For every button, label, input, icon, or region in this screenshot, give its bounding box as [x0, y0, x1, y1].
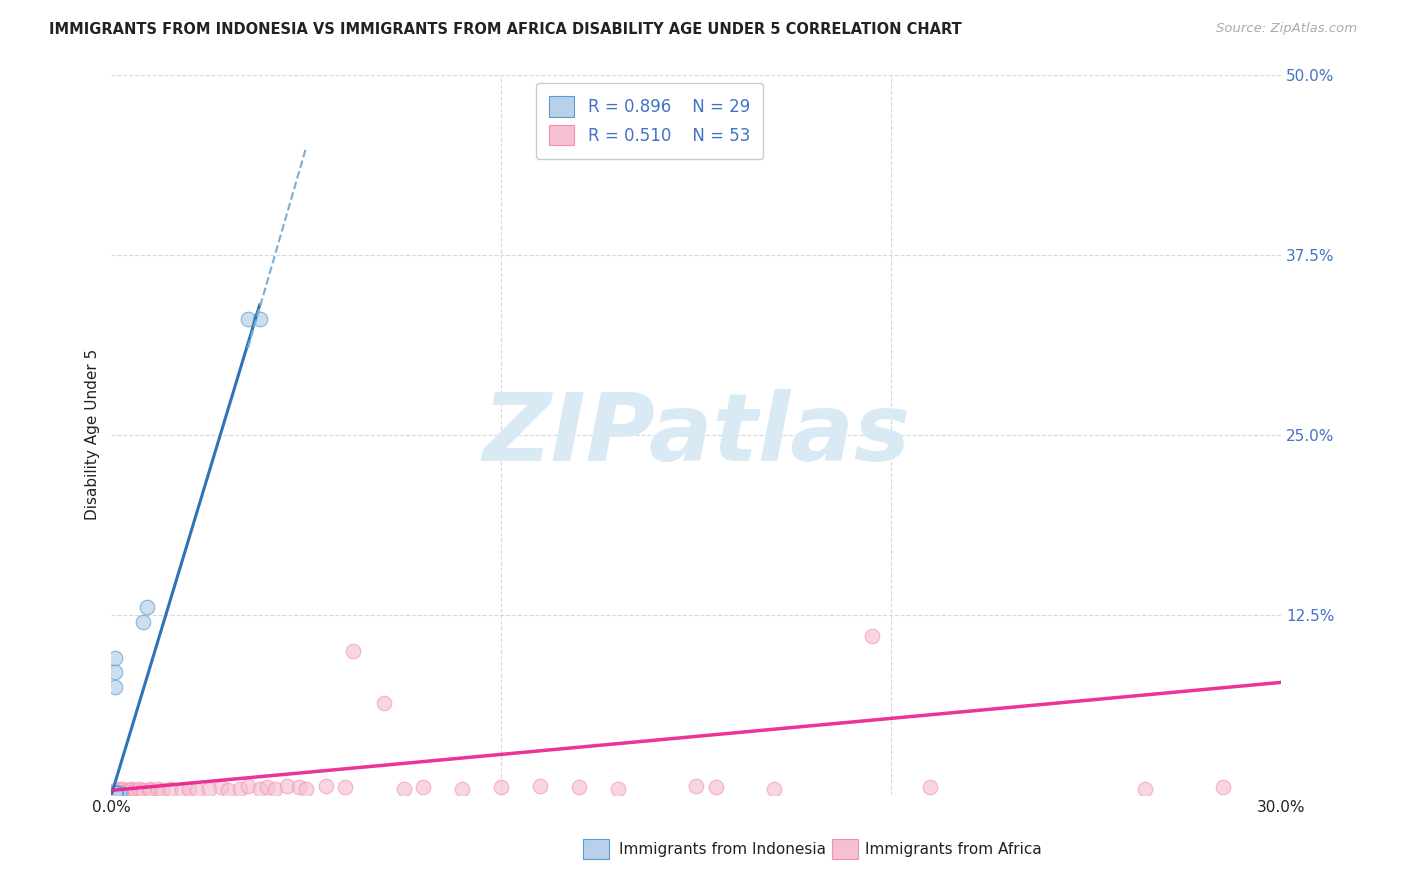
Legend: R = 0.896    N = 29, R = 0.510    N = 53: R = 0.896 N = 29, R = 0.510 N = 53 [536, 83, 763, 159]
Point [159, 781, 181, 796]
Point [148, 781, 170, 796]
Point [131, 785, 153, 799]
Point [104, 786, 127, 800]
Point [139, 781, 162, 796]
Text: Immigrants from Africa: Immigrants from Africa [865, 842, 1042, 856]
Point [392, 781, 415, 796]
Point [256, 780, 278, 795]
Point [112, 785, 135, 799]
Y-axis label: Disability Age Under 5: Disability Age Under 5 [86, 349, 100, 520]
Point [104, 786, 127, 800]
Point [685, 779, 707, 793]
Point [920, 780, 942, 795]
Point [124, 785, 146, 799]
Point [236, 779, 259, 793]
Point [120, 781, 142, 796]
Point [704, 780, 727, 795]
Text: Source: ZipAtlas.com: Source: ZipAtlas.com [1216, 22, 1357, 36]
Point [104, 786, 127, 800]
Point [131, 615, 153, 629]
Point [112, 781, 135, 796]
Point [150, 783, 173, 797]
Point [108, 786, 131, 800]
Point [120, 783, 142, 797]
Point [135, 600, 157, 615]
Point [249, 312, 271, 326]
Point [104, 786, 127, 800]
Point [860, 629, 883, 643]
Point [104, 786, 127, 800]
Point [179, 781, 201, 796]
Point [104, 786, 127, 800]
Point [1212, 780, 1234, 795]
Text: Immigrants from Indonesia: Immigrants from Indonesia [619, 842, 825, 856]
Point [104, 786, 127, 800]
Point [249, 781, 271, 796]
Point [108, 781, 131, 796]
Point [104, 786, 127, 800]
Point [104, 786, 127, 800]
Point [108, 786, 131, 800]
Point [104, 783, 127, 797]
Point [607, 781, 630, 796]
Point [568, 780, 591, 795]
Point [104, 786, 127, 800]
Point [139, 783, 162, 797]
Point [209, 780, 232, 795]
Point [264, 781, 287, 796]
Point [295, 781, 318, 796]
Point [104, 786, 127, 800]
Point [315, 779, 337, 793]
Point [104, 786, 127, 800]
Point [229, 781, 252, 796]
Point [115, 783, 138, 797]
Point [186, 783, 208, 797]
Point [276, 779, 298, 793]
Point [128, 781, 150, 796]
Point [124, 783, 146, 797]
Point [1133, 781, 1156, 796]
Point [342, 643, 364, 657]
Text: ZIPatlas: ZIPatlas [482, 389, 911, 481]
Point [104, 786, 127, 800]
Point [451, 781, 474, 796]
Point [335, 780, 357, 795]
Point [105, 786, 128, 800]
Point [104, 651, 127, 665]
Point [104, 680, 127, 694]
Point [170, 783, 193, 797]
Point [104, 786, 127, 800]
Point [198, 781, 221, 796]
Point [236, 312, 259, 326]
Point [373, 696, 395, 710]
Point [104, 786, 127, 800]
Point [104, 665, 127, 680]
Point [104, 786, 127, 800]
Point [217, 783, 239, 797]
Text: IMMIGRANTS FROM INDONESIA VS IMMIGRANTS FROM AFRICA DISABILITY AGE UNDER 5 CORRE: IMMIGRANTS FROM INDONESIA VS IMMIGRANTS … [49, 22, 962, 37]
Point [108, 783, 131, 797]
Point [104, 786, 127, 800]
Point [104, 786, 127, 800]
Point [104, 785, 127, 799]
Point [287, 780, 309, 795]
Point [108, 785, 131, 799]
Point [491, 780, 513, 795]
Point [412, 780, 434, 795]
Point [103, 786, 125, 800]
Point [115, 785, 138, 799]
Point [131, 783, 153, 797]
Point [763, 781, 786, 796]
Point [529, 779, 551, 793]
